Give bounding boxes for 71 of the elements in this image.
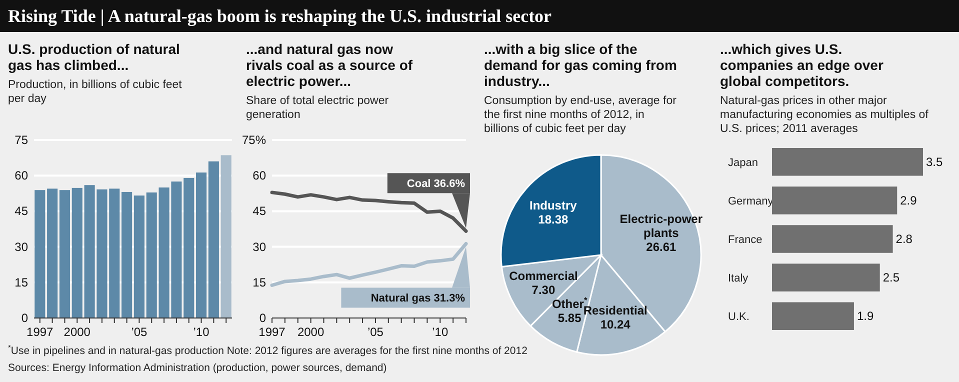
x-tick-label: ’05 xyxy=(131,325,148,339)
bar xyxy=(122,192,132,318)
bar xyxy=(772,148,923,176)
bar xyxy=(146,192,157,318)
x-tick-label: ’10 xyxy=(193,325,210,339)
y-tick-label: 60 xyxy=(252,168,266,183)
y-tick-label: 60 xyxy=(14,168,28,183)
data-label: 1.9 xyxy=(856,309,874,324)
chart-subtitle: Production, in billions of cubic feet per day xyxy=(8,79,183,105)
line-series xyxy=(270,242,468,287)
bar xyxy=(109,188,120,318)
y-tick-label: France xyxy=(728,234,762,246)
bar xyxy=(72,188,82,318)
chart-title: ...with a big slice of the demand for gas coming from industry... xyxy=(484,41,677,89)
data-label: 2.5 xyxy=(882,270,900,285)
y-tick-label: 30 xyxy=(14,240,28,254)
text: Natural gas 31.3% xyxy=(370,292,465,305)
bar xyxy=(772,225,893,253)
bar xyxy=(184,178,194,318)
bar xyxy=(34,190,46,318)
y-tick-label: Japan xyxy=(728,156,758,169)
bar xyxy=(196,172,207,318)
data-label: 5.85 xyxy=(558,310,582,325)
data-label: 2.8 xyxy=(896,232,913,246)
y-tick-label: 30 xyxy=(252,240,266,254)
x-tick-label: 1997 xyxy=(258,325,286,339)
line-series xyxy=(270,190,468,233)
y-tick-label: 0 xyxy=(21,311,28,325)
chart-title: ...and natural gas now rivals coal as a source of electric power... xyxy=(246,41,413,89)
x-tick-label: 2000 xyxy=(297,325,324,339)
y-tick-label: 45 xyxy=(14,204,28,218)
bar xyxy=(772,264,880,292)
chart-title: U.S. production of natural gas has climbed... xyxy=(8,41,180,73)
chart-title: ...which gives U.S. companies an edge over global competitors. xyxy=(720,41,884,89)
bar xyxy=(134,196,144,318)
text: $^{*}$Use in pipelines and in natural-gas production Note: 2012 figures are averages for the first nine months of 2012 xyxy=(8,342,528,357)
bar xyxy=(772,186,898,214)
data-label: 2.9 xyxy=(900,193,918,208)
x-tick-label: 2000 xyxy=(64,325,91,339)
bar xyxy=(220,155,232,318)
x-tick-label: ’05 xyxy=(367,325,384,339)
bar xyxy=(208,161,219,318)
slice-label: Industry xyxy=(529,198,578,212)
y-tick-label: 15 xyxy=(252,275,266,290)
data-label: 10.24 xyxy=(600,317,631,332)
slice-label: Residential xyxy=(583,303,648,318)
x-tick-label: ’10 xyxy=(432,325,448,339)
y-tick-label: 0 xyxy=(259,311,266,325)
data-label: 3.5 xyxy=(926,154,944,169)
y-tick-label: 15 xyxy=(14,275,28,290)
bar xyxy=(47,188,58,318)
x-tick-label: 1997 xyxy=(26,325,54,339)
data-label: 7.30 xyxy=(532,283,556,298)
y-tick-label: Italy xyxy=(728,272,749,285)
data-label: 18.38 xyxy=(538,212,568,226)
bar xyxy=(59,190,70,318)
slice-label: Commercial xyxy=(509,269,578,284)
y-tick-label: Germany xyxy=(728,195,774,208)
chart-subtitle: Consumption by end-use, average for the first nine months of 2012, in billions of cubic feet per day xyxy=(484,95,677,135)
chart-subtitle: Natural-gas prices in other major manufacturing economies as multiples of U.S. prices; 2011 averages xyxy=(720,95,930,135)
chart-subtitle: Share of total electric power generation xyxy=(246,95,389,121)
y-tick-label: 75% xyxy=(242,133,266,147)
text: Coal 36.6% xyxy=(406,178,465,190)
bar xyxy=(772,302,854,330)
y-tick-label: 75 xyxy=(14,133,28,147)
y-tick-label: 45 xyxy=(252,204,266,218)
slice-label: Electric-power plants xyxy=(620,212,703,240)
y-tick-label: U.K. xyxy=(728,311,750,324)
source-note: Sources: Energy Information Administration (production, power sources, demand) xyxy=(8,362,387,374)
text: Rising Tide | A natural-gas boom is reshaping the U.S. industrial sector xyxy=(8,6,552,26)
data-label: 26.61 xyxy=(646,240,676,254)
